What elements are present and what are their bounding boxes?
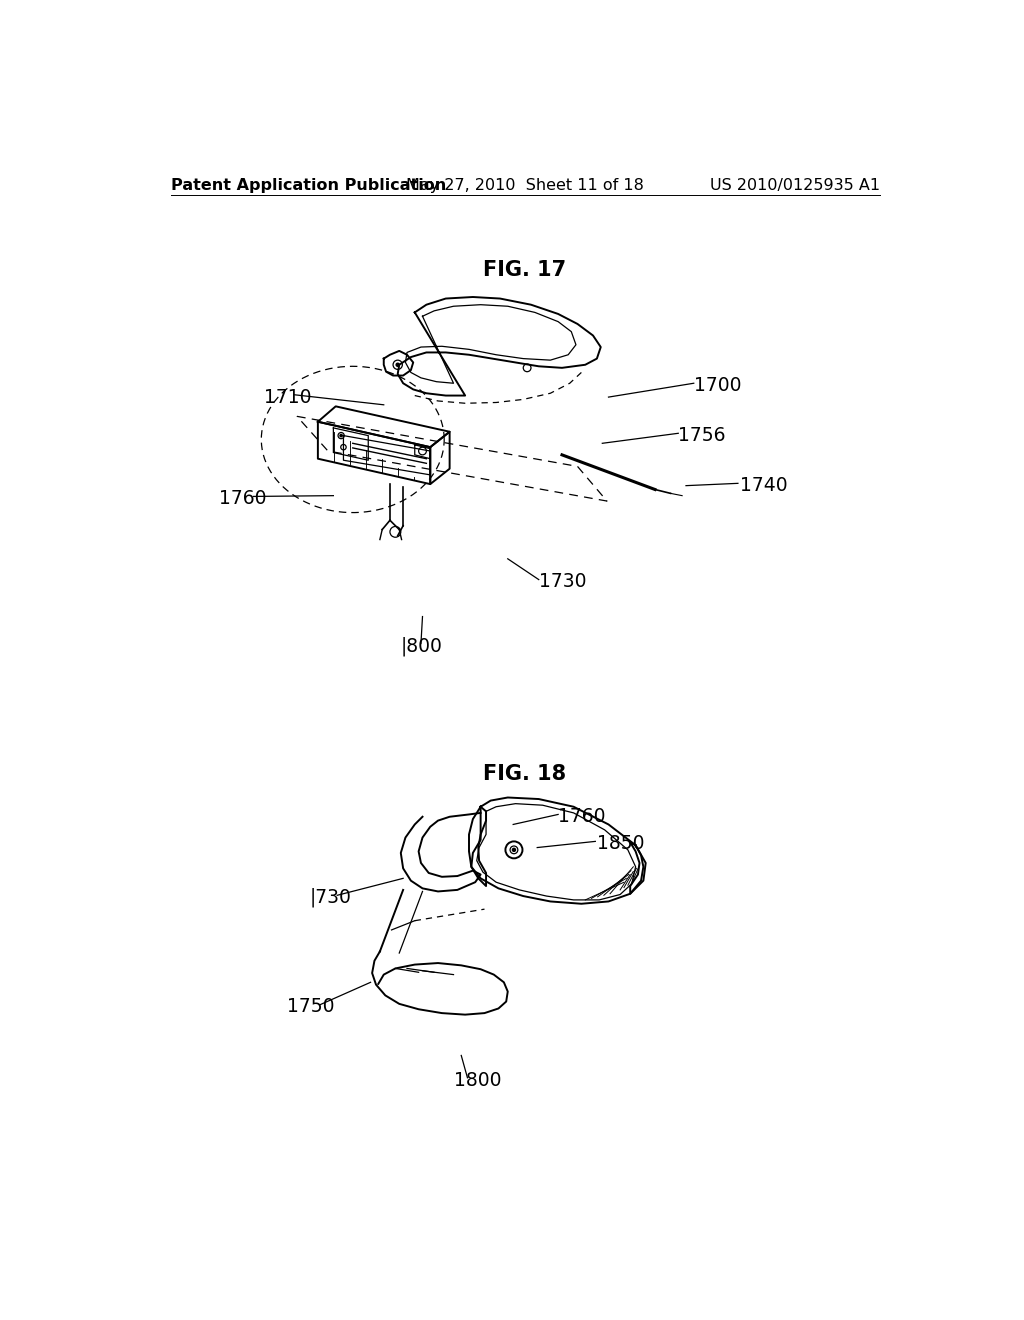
Text: 1756: 1756 [678, 426, 726, 445]
Circle shape [512, 849, 515, 851]
Text: Patent Application Publication: Patent Application Publication [171, 178, 445, 193]
Text: US 2010/0125935 A1: US 2010/0125935 A1 [710, 178, 880, 193]
Circle shape [396, 363, 399, 367]
Text: |730: |730 [310, 888, 352, 907]
Text: 1760: 1760 [558, 808, 605, 826]
Text: 1700: 1700 [693, 376, 741, 395]
Text: 1730: 1730 [539, 573, 587, 591]
Text: 1800: 1800 [454, 1072, 501, 1090]
Text: 1750: 1750 [287, 998, 335, 1016]
Text: 1760: 1760 [219, 490, 267, 508]
Text: |800: |800 [400, 636, 442, 656]
Text: FIG. 18: FIG. 18 [483, 764, 566, 784]
Text: May 27, 2010  Sheet 11 of 18: May 27, 2010 Sheet 11 of 18 [406, 178, 644, 193]
Text: 1850: 1850 [597, 834, 644, 853]
Text: 1740: 1740 [740, 477, 787, 495]
Text: FIG. 17: FIG. 17 [483, 260, 566, 280]
Circle shape [340, 434, 342, 437]
Text: 1710: 1710 [263, 388, 311, 407]
